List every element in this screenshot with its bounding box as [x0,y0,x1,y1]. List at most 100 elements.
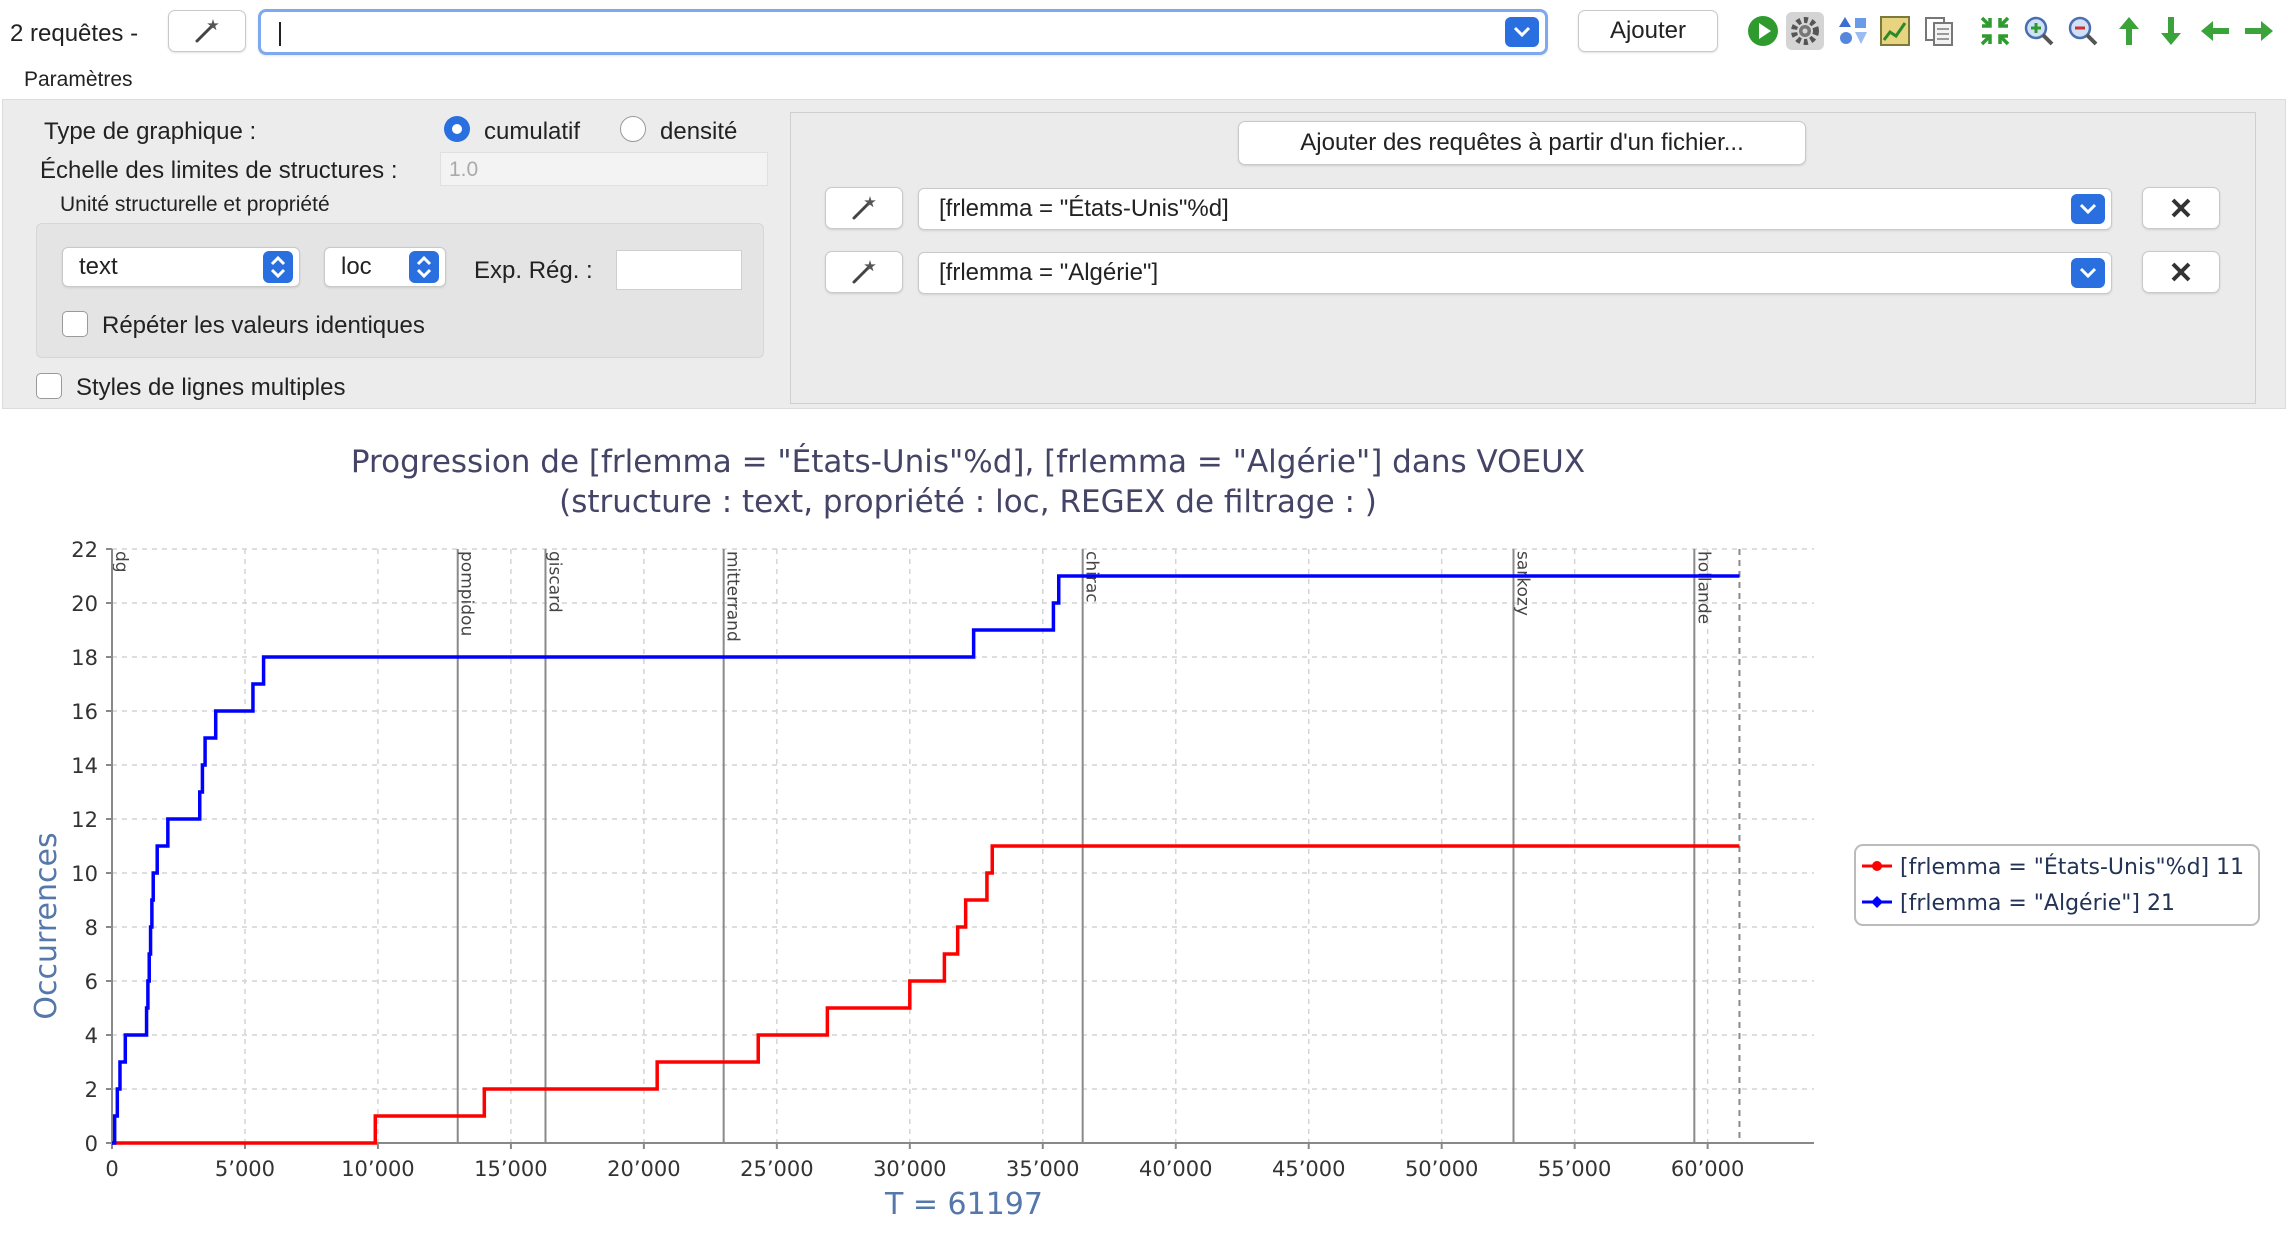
magic-wand-icon [852,196,876,220]
legend: [frlemma = "États-Unis"%d] 11 [frlemma =… [1854,844,2260,926]
query-input[interactable] [283,16,1467,52]
y-tick-label: 16 [71,700,98,724]
query-2-dropdown-button[interactable] [2071,258,2105,288]
unit-select[interactable]: text [62,247,300,287]
radio-cumulative[interactable] [444,116,470,142]
x-tick-label: 50’000 [1405,1157,1478,1181]
query-2-combo[interactable]: [frlemma = "Algérie"] [918,252,2112,294]
y-tick-label: 4 [85,1024,98,1048]
grid [112,548,1814,1143]
structure-marker-label: giscard [544,551,564,613]
query-2-assistant-button[interactable] [825,251,903,293]
repeat-values-label: Répéter les valeurs identiques [102,312,425,339]
structure-scale-value: 1.0 [449,158,479,181]
y-tick-label: 6 [85,970,98,994]
x-tick-label: 5’000 [215,1157,275,1181]
unit-group-box [36,223,764,358]
query-2-value: [frlemma = "Algérie"] [939,259,1159,286]
close-icon [2171,198,2191,218]
x-tick-label: 0 [105,1157,118,1181]
radio-density-label: densité [660,118,738,145]
legend-entry-2: [frlemma = "Algérie"] 21 [1862,891,2175,916]
query-dropdown-button[interactable] [1505,17,1539,47]
y-tick-label: 20 [71,592,98,616]
legend-marker-1 [1872,861,1882,871]
toolbar: 2 requêtes - Ajouter [0,0,2288,64]
magic-wand-icon [195,19,219,43]
settings-icon [1791,17,1819,45]
query-1-assistant-button[interactable] [825,187,903,229]
chart-export-icon[interactable] [1878,14,1912,48]
legend-entry-1: [frlemma = "États-Unis"%d] 11 [1862,854,2244,880]
copy-icon[interactable] [1922,14,1956,48]
zoom-in-icon[interactable] [2022,14,2056,48]
radio-density[interactable] [620,116,646,142]
remove-query-1-button[interactable] [2142,187,2220,229]
x-tick-label: 20’000 [607,1157,680,1181]
query-count-label: 2 requêtes - [10,20,139,47]
add-query-button[interactable]: Ajouter [1578,10,1718,52]
property-select-value: loc [341,253,372,280]
progression-chart: Progression de [frlemma = "États-Unis"%d… [29,444,2260,1222]
y-tick-label: 10 [71,862,98,886]
structure-marker-label: hollande [1693,551,1713,624]
x-tick-label: 25’000 [740,1157,813,1181]
y-tick-label: 8 [85,916,98,940]
regex-label: Exp. Rég. : [474,257,593,284]
chevron-down-icon [1513,26,1531,38]
x-tick-label: 10’000 [341,1157,414,1181]
text-cursor [279,22,281,46]
series-line-1 [112,844,1740,1145]
remove-query-2-button[interactable] [2142,251,2220,293]
structure-marker-label: sarkozy [1512,551,1532,616]
up-down-chevron-icon [270,255,286,279]
query-1-value: [frlemma = "États-Unis"%d] [939,195,1229,222]
close-icon [2171,262,2191,282]
zoom-out-icon[interactable] [2066,14,2100,48]
magic-wand-icon [852,260,876,284]
radio-cumulative-label: cumulatif [484,118,581,145]
chevron-down-icon [2079,203,2097,215]
x-tick-label: 45’000 [1272,1157,1345,1181]
structure-marker-label: pompidou [457,551,477,636]
legend-label-2: [frlemma = "Algérie"] 21 [1900,891,2175,916]
arrow-right-icon[interactable] [2242,14,2276,48]
up-down-chevron-icon [416,255,432,279]
legend-box [1854,844,2260,926]
x-tick-label: 55’000 [1538,1157,1611,1181]
x-tick-label: 40’000 [1139,1157,1212,1181]
structure-marker-label: mitterrand [723,551,743,642]
query-input-combo[interactable] [258,9,1548,55]
unit-select-stepper [263,251,293,283]
chevron-down-icon [2079,267,2097,279]
play-icon[interactable] [1746,14,1780,48]
query-1-dropdown-button[interactable] [2071,194,2105,224]
query-1-combo[interactable]: [frlemma = "États-Unis"%d] [918,188,2112,230]
arrow-down-icon[interactable] [2154,14,2188,48]
y-tick-label: 2 [85,1078,98,1102]
y-tick-label: 22 [71,538,98,562]
x-tick-label: 30’000 [873,1157,946,1181]
property-select[interactable]: loc [324,247,446,287]
structure-marker-label: dg [111,551,131,573]
y-tick-label: 0 [85,1132,98,1156]
shapes-icon[interactable] [1836,14,1870,48]
multi-line-styles-checkbox[interactable] [36,373,62,399]
add-queries-from-file-button[interactable]: Ajouter des requêtes à partir d'un fichi… [1238,121,1806,165]
params-section-label: Paramètres [24,68,133,91]
regex-input[interactable] [616,250,742,290]
arrow-up-icon[interactable] [2112,14,2146,48]
chart-title: Progression de [frlemma = "États-Unis"%d… [351,444,1585,480]
structure-scale-field[interactable]: 1.0 [440,152,768,186]
query-assistant-button[interactable] [168,10,246,52]
unit-group-label: Unité structurelle et propriété [60,193,330,216]
arrow-left-icon[interactable] [2198,14,2232,48]
x-axis-label: T = 61197 [884,1187,1043,1222]
x-tick-label: 60’000 [1671,1157,1744,1181]
fit-icon[interactable] [1978,14,2012,48]
settings-toggle[interactable] [1786,12,1824,50]
repeat-values-checkbox[interactable] [62,311,88,337]
y-axis-label: Occurrences [29,832,64,1019]
property-select-stepper [409,251,439,283]
y-tick-label: 12 [71,808,98,832]
